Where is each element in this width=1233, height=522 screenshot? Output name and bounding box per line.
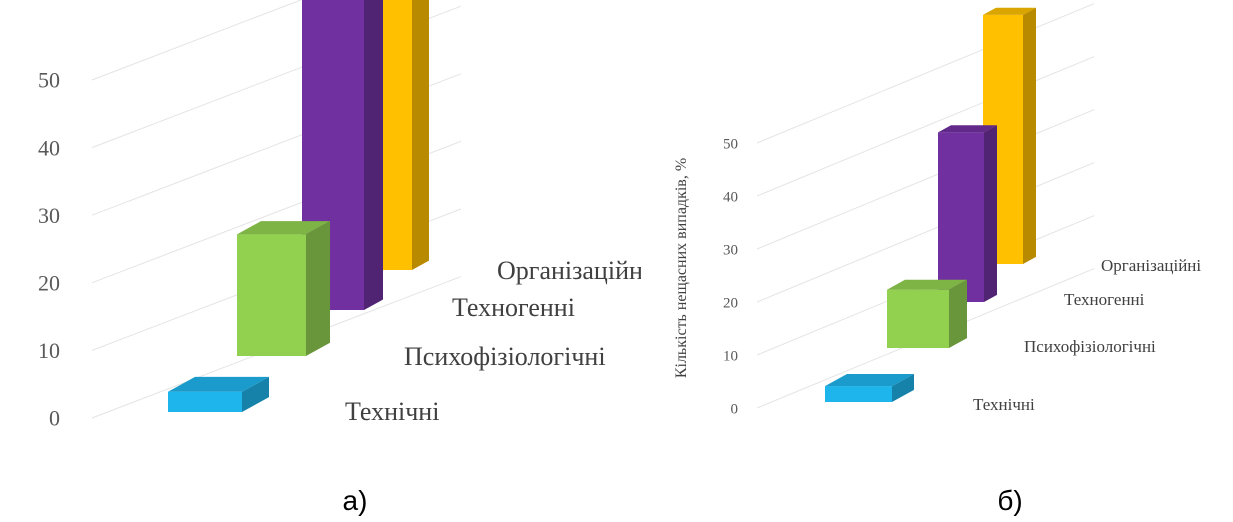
bar-top-a-1 [168,376,269,392]
y-tick-label-b-0: 0 [731,401,739,417]
category-label-b-4: Організаційні [1101,256,1201,275]
bar-side-b-2 [949,279,967,348]
caption-b: б) [997,485,1022,516]
y-tick-label-a-50: 50 [38,68,60,93]
y-tick-label-a-40: 40 [38,135,60,160]
bar-front-a-2 [237,234,306,356]
bar-side-a-1 [242,376,269,412]
category-label-a-2: Психофізіологічні [404,342,606,371]
category-label-a-4: Організаційні [497,256,650,285]
bar-top-b-4 [983,7,1036,15]
bar-front-b-2 [887,289,949,348]
gridline-b-40 [756,56,1095,197]
gridline-b-30 [756,109,1095,250]
bar-side-b-3 [984,125,997,302]
bar-top-a-2 [237,221,330,235]
gridline-b-50 [756,3,1095,144]
bar-a-2 [237,221,330,356]
y-tick-label-a-0: 0 [49,406,60,431]
y-axis-title-b: Кількість нещасних випадків, % [673,158,690,378]
bar-side-b-4 [1023,7,1036,264]
bar-front-b-3 [938,132,984,302]
bar-top-b-3 [938,125,997,133]
gridline-a-50 [91,0,303,81]
category-label-a-3: Техногенні [452,293,575,322]
bar-b-1 [825,374,914,402]
bar-top-b-2 [887,279,967,290]
bar-front-a-1 [168,391,242,412]
category-label-b-1: Технічні [973,395,1035,414]
category-label-b-2: Психофізіологічні [1024,337,1156,356]
bar-a-1 [168,376,269,412]
bar-side-a-3 [364,0,383,310]
y-tick-label-a-30: 30 [38,203,60,228]
bar-side-b-1 [892,374,914,402]
y-tick-label-b-10: 10 [723,348,738,364]
y-tick-label-b-40: 40 [723,189,738,205]
chart-a: 0 10 20 30 40 50 Технічні Психофізіологічні Техн… [38,0,650,516]
caption-a: а) [343,485,368,516]
category-label-a-1: Технічні [345,397,439,426]
category-label-b-3: Техногенні [1064,290,1145,309]
y-tick-label-b-20: 20 [723,295,738,311]
bar-side-a-4 [412,0,429,270]
gridline-b-20 [756,162,1095,303]
bar-top-b-1 [825,374,914,387]
bar-b-2 [887,279,967,348]
chart-b: 0 10 20 30 40 50 Технічні Психофізіологічні Техн… [673,3,1201,516]
y-tick-label-a-20: 20 [38,271,60,296]
y-tick-label-b-50: 50 [723,136,738,152]
bar-front-b-1 [825,386,892,402]
y-tick-label-a-10: 10 [38,338,60,363]
bar-side-a-2 [306,221,330,356]
bar-b-3 [938,125,997,302]
y-tick-label-b-30: 30 [723,242,738,258]
